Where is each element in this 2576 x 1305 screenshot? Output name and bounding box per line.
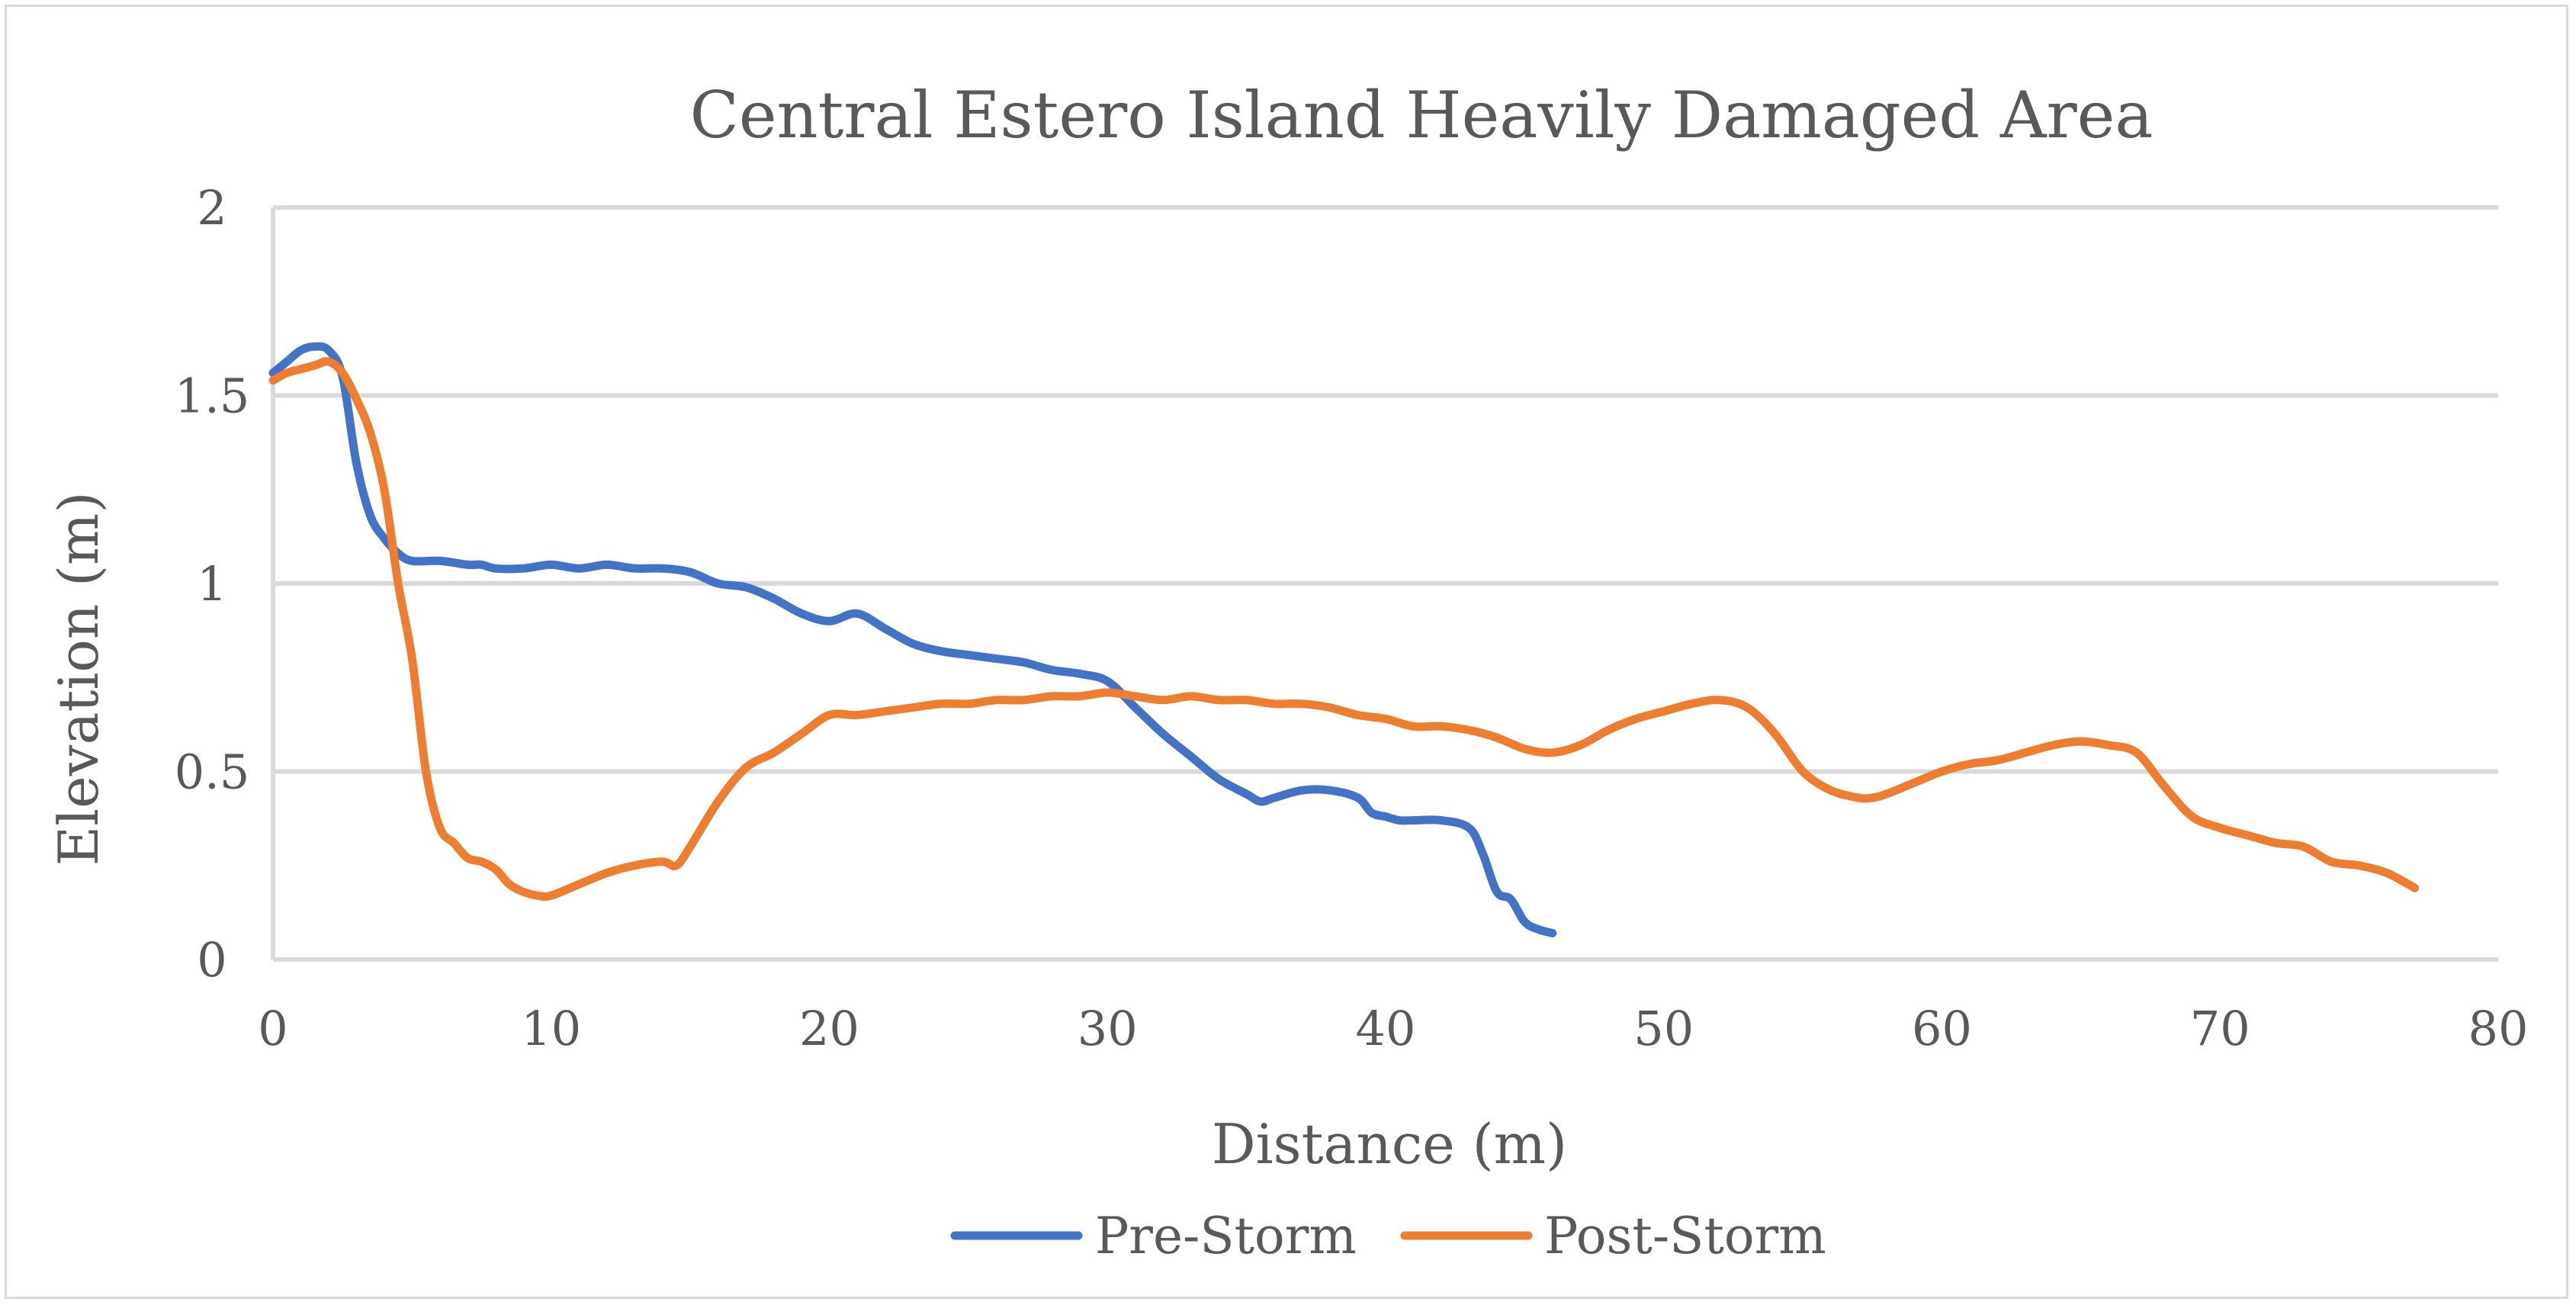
y-tick-label: 1.5 (175, 368, 250, 424)
y-tick-label: 1 (197, 556, 226, 612)
x-axis-ticks: 0 10 20 30 40 50 60 70 80 (258, 1001, 2528, 1056)
x-tick-label: 40 (1356, 1001, 1416, 1056)
x-tick-label: 70 (2190, 1001, 2250, 1056)
series-lines (268, 342, 2420, 937)
x-tick-label: 20 (799, 1001, 859, 1056)
x-tick-label: 60 (1912, 1001, 1972, 1056)
chart-frame (5, 5, 2568, 1299)
x-tick-label: 80 (2468, 1001, 2529, 1056)
legend-label-post-storm: Post-Storm (1544, 1207, 1826, 1265)
legend: Pre-Storm Post-Storm (950, 1207, 1826, 1265)
x-axis-title: Distance (m) (1212, 1112, 1567, 1176)
series-line-pre-storm (268, 342, 1557, 937)
x-tick-label: 0 (258, 1001, 287, 1056)
y-axis-ticks: 0 0.5 1 1.5 2 (175, 180, 250, 988)
gridlines (271, 205, 2498, 962)
x-tick-label: 30 (1078, 1001, 1138, 1056)
x-tick-label: 10 (521, 1001, 581, 1056)
y-tick-label: 2 (197, 180, 226, 236)
legend-label-pre-storm: Pre-Storm (1095, 1207, 1357, 1265)
x-tick-label: 50 (1633, 1001, 1694, 1056)
y-tick-label: 0 (197, 932, 226, 988)
y-axis-title: Elevation (m) (47, 492, 111, 866)
series-line-post-storm (268, 357, 2420, 902)
y-tick-label: 0.5 (175, 744, 250, 800)
chart-title: Central Estero Island Heavily Damaged Ar… (690, 78, 2154, 153)
